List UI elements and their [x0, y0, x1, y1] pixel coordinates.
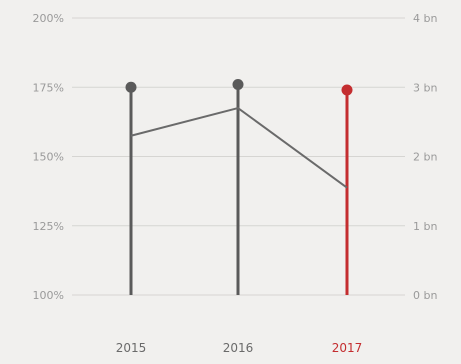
lollipop-point: [126, 82, 137, 93]
category-label: 2016: [223, 341, 254, 355]
left-tick-label: 200%: [33, 12, 64, 25]
left-tick-label: 100%: [33, 289, 64, 302]
right-tick-label: 1 bn: [413, 220, 437, 233]
right-tick-label: 4 bn: [413, 12, 437, 25]
lollipop-point: [233, 79, 244, 90]
left-tick-label: 175%: [33, 81, 64, 94]
lollipop-point: [342, 85, 353, 96]
category-label: 2017: [332, 341, 363, 355]
right-tick-label: 2 bn: [413, 151, 437, 164]
left-tick-label: 150%: [33, 151, 64, 164]
category-label: 2015: [116, 341, 147, 355]
right-tick-label: 3 bn: [413, 81, 437, 94]
left-tick-label: 125%: [33, 220, 64, 233]
right-tick-label: 0 bn: [413, 289, 437, 302]
